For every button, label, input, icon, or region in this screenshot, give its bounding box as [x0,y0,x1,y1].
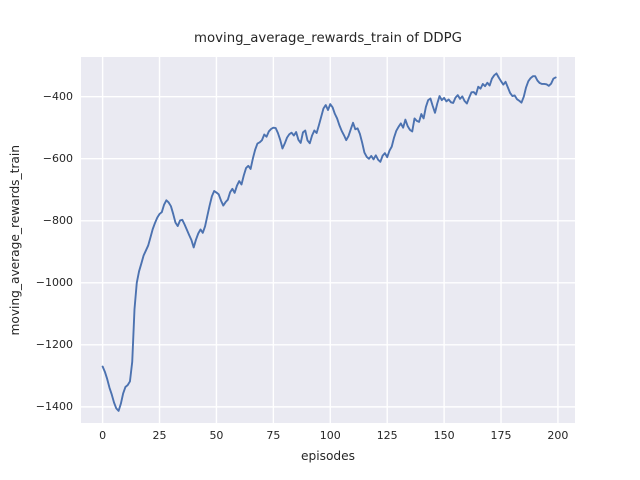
x-tick-label: 75 [266,429,281,442]
x-tick-label: 100 [319,429,341,442]
x-tick-label: 50 [209,429,224,442]
x-tick-label: 175 [490,429,512,442]
plot-area [81,57,575,423]
y-axis-label: moving_average_rewards_train [8,144,22,336]
x-tick-label: 0 [99,429,107,442]
y-tick-label: −1400 [35,399,73,413]
y-axis-label-container: moving_average_rewards_train [6,57,24,423]
x-tick-label: 200 [547,429,569,442]
x-tick-label: 25 [152,429,167,442]
y-tick-label: −1200 [35,337,73,351]
chart-title: moving_average_rewards_train of DDPG [194,31,462,46]
y-tick-label: −1000 [35,275,73,289]
y-tick-label: −400 [42,89,73,103]
data-line [101,72,557,412]
y-tick-label: −800 [42,213,73,227]
x-axis-label: episodes [300,449,355,463]
y-tick-label: −600 [42,151,73,165]
line-chart-svg [81,57,575,423]
x-tick-label: 125 [376,429,398,442]
x-tick-label: 150 [433,429,455,442]
